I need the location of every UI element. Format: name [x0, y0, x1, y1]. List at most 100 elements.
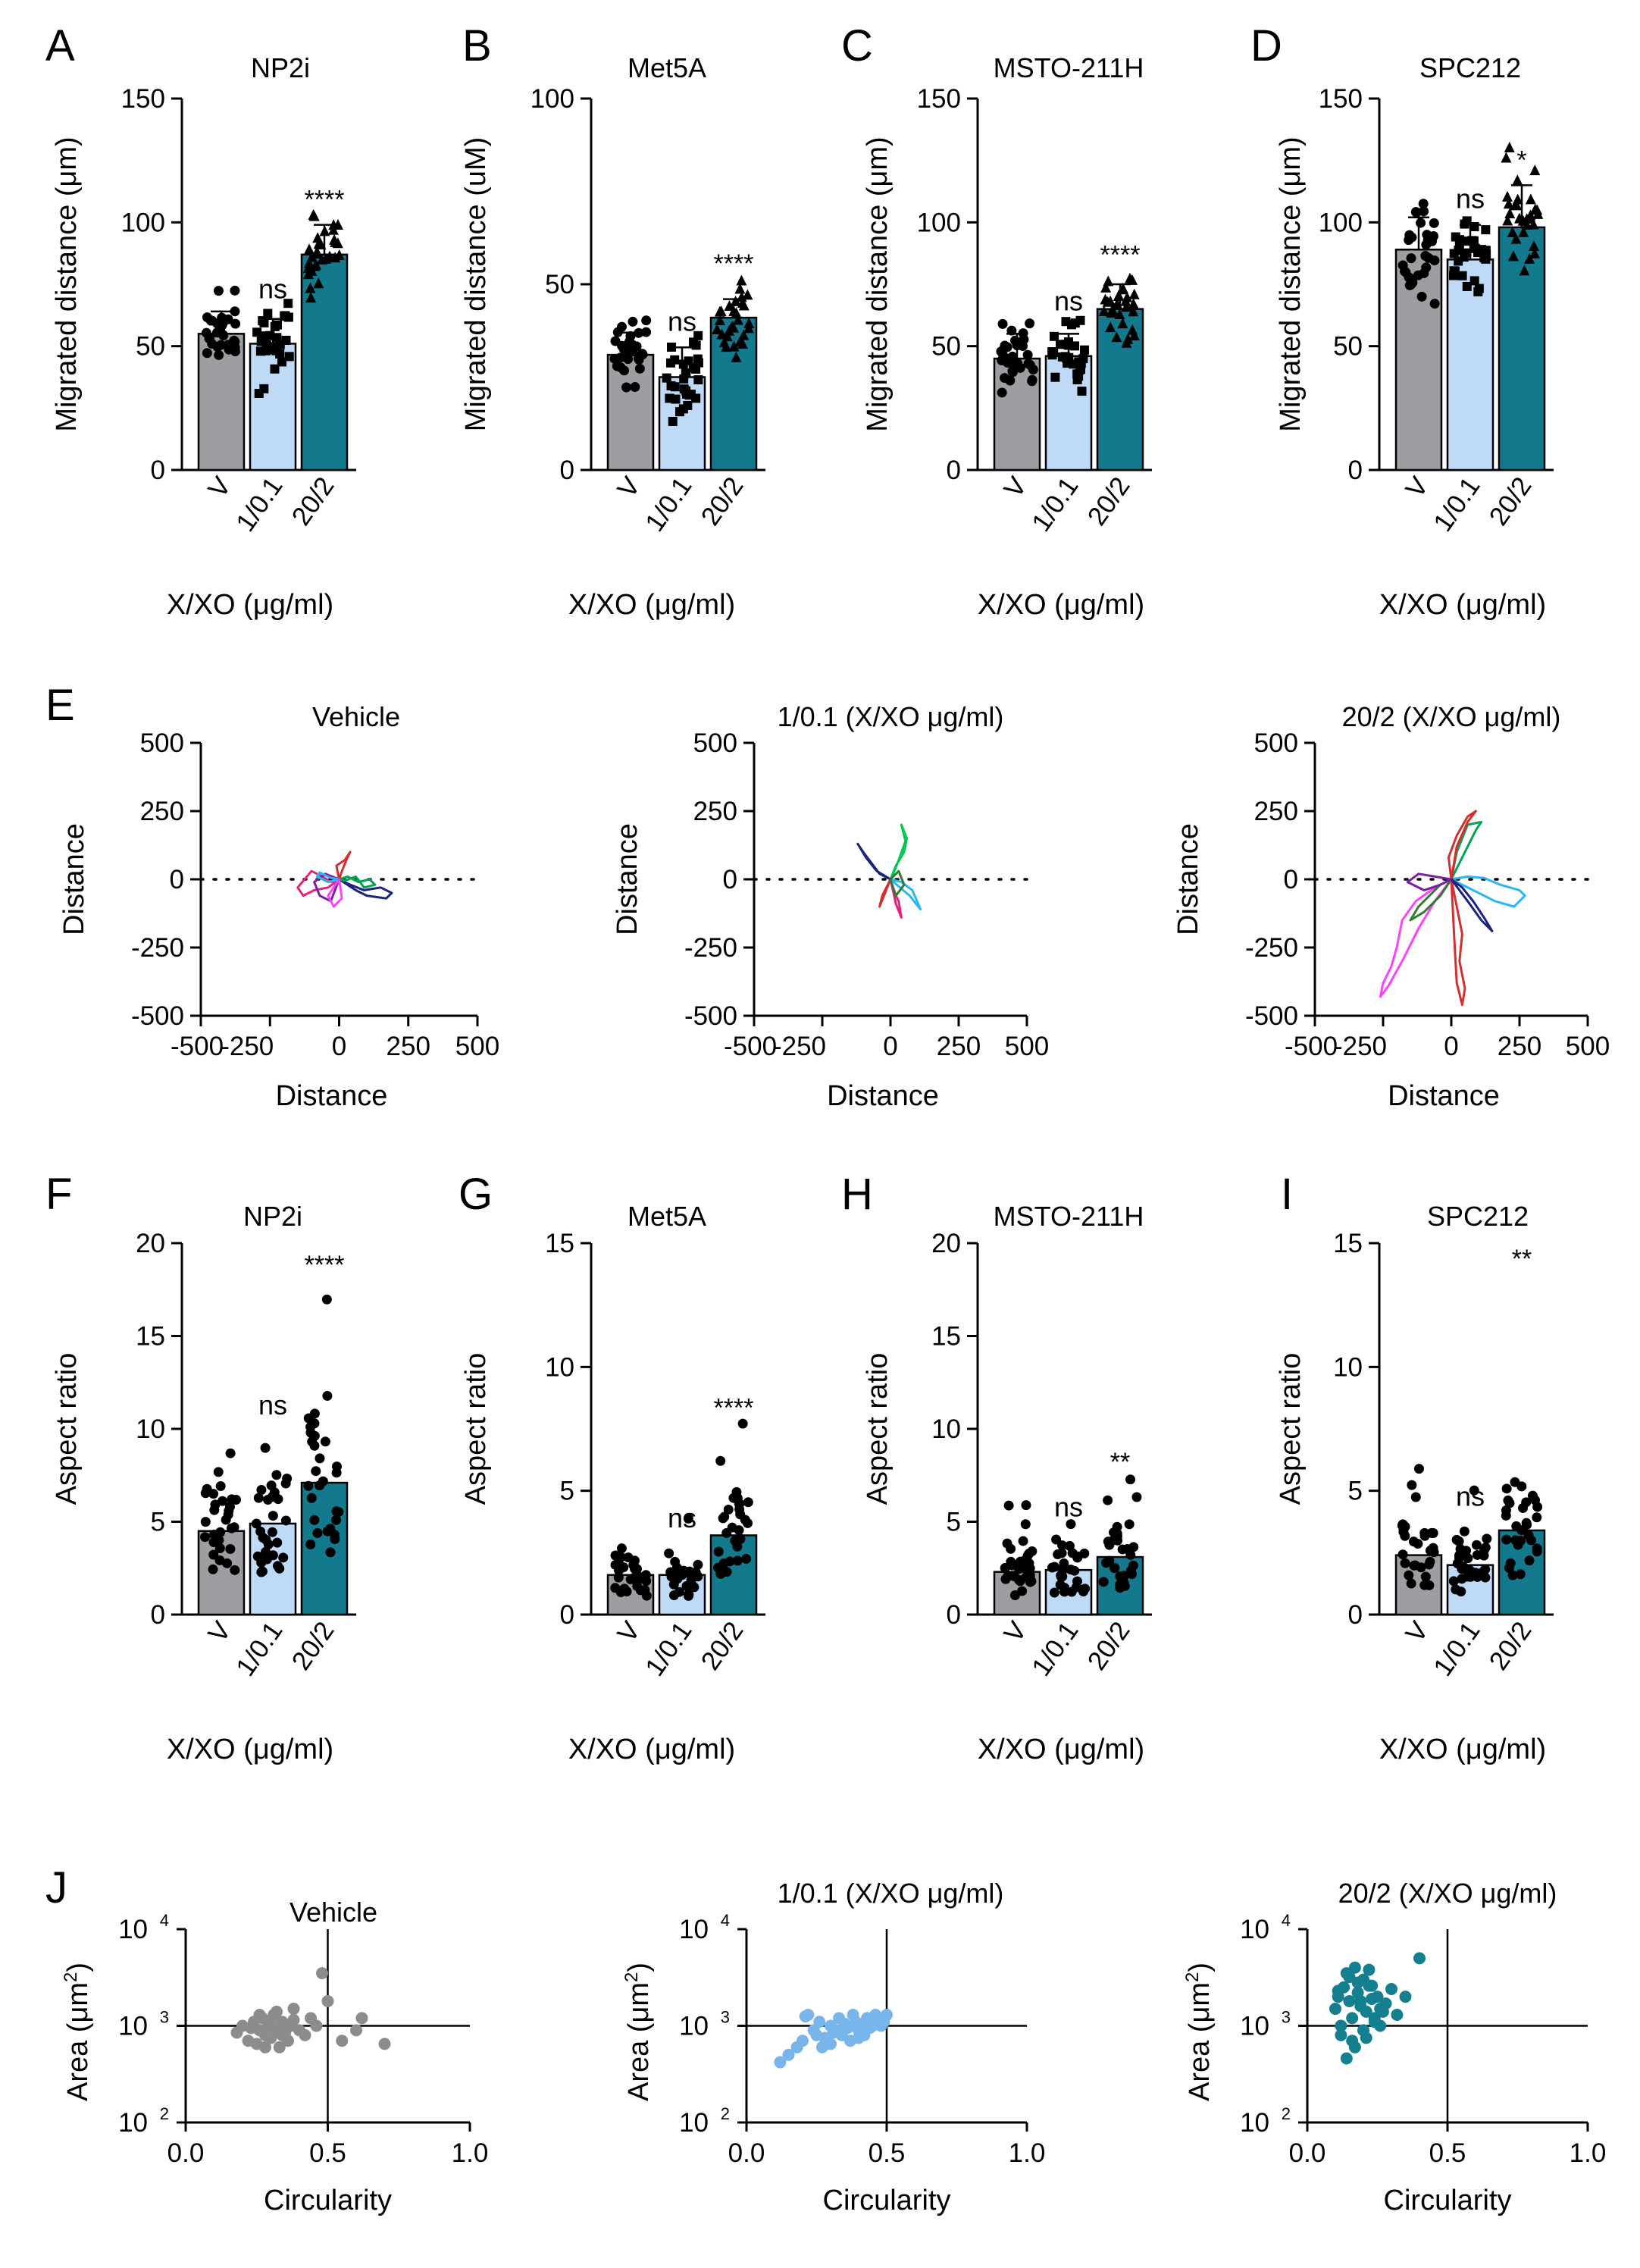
panel-e2: 1/0.1 (X/XO μg/ml)-500-2500250500-500-25…	[612, 701, 1049, 1112]
data-point	[1503, 198, 1514, 209]
data-point	[815, 2041, 828, 2053]
x-tick-label: -500	[1285, 1032, 1338, 1061]
data-point	[1413, 1464, 1424, 1474]
data-point	[1505, 1558, 1516, 1568]
data-point	[329, 233, 340, 245]
data-point	[207, 315, 218, 326]
y-axis-label: Area (μm2)	[1182, 1963, 1216, 2101]
data-point	[252, 1551, 263, 1562]
data-point	[215, 1481, 226, 1492]
data-point	[628, 1560, 639, 1571]
data-point	[310, 258, 321, 270]
category-label: V	[1400, 1616, 1435, 1648]
data-point	[1121, 301, 1132, 312]
data-point	[797, 2035, 809, 2047]
data-point	[268, 1511, 278, 1521]
y-tick-label: 10	[1240, 2012, 1269, 2041]
panel-letter: C	[841, 21, 873, 70]
y-tick-label: 20	[931, 1229, 961, 1258]
data-point	[641, 1590, 652, 1601]
data-point	[1049, 1587, 1059, 1598]
data-point	[275, 340, 285, 349]
panel-c: C MSTO-211H 0 50 100 150 Migrated distance (μm…	[841, 21, 1152, 621]
x-axis-label: X/XO (μg/ml)	[568, 589, 735, 621]
data-point	[1416, 218, 1426, 228]
data-point	[310, 2019, 323, 2032]
x-tick-label: 0.5	[869, 2138, 906, 2168]
data-point	[736, 274, 747, 286]
data-point	[713, 1562, 724, 1573]
data-point	[318, 1476, 328, 1486]
x-tick-label: 500	[1005, 1032, 1049, 1061]
y-tick-label: 50	[136, 332, 165, 362]
data-point	[306, 1493, 317, 1503]
data-point	[715, 305, 727, 317]
significance-label: **	[1512, 1245, 1532, 1273]
data-point	[724, 300, 735, 312]
data-point	[264, 2017, 277, 2030]
data-point	[330, 1533, 340, 1544]
data-point	[1125, 1474, 1136, 1485]
data-point	[1429, 299, 1440, 309]
data-point	[308, 208, 319, 220]
data-point	[1122, 333, 1134, 344]
bar-101	[249, 1522, 297, 1616]
data-point	[260, 1443, 271, 1453]
panel-letter: J	[45, 1863, 67, 1912]
panel-j: J Vehicle 10 2 10 3 10 4 0.0 0.5 1.0 Circularity Are…	[45, 1863, 488, 2216]
data-point	[315, 1453, 325, 1464]
data-point	[1425, 1546, 1435, 1556]
y-tick-label: 0	[1284, 865, 1298, 894]
data-point	[1000, 373, 1010, 384]
data-point	[997, 318, 1008, 329]
y-tick-label: -250	[131, 933, 184, 963]
data-point	[1423, 252, 1434, 263]
cell-track	[889, 869, 906, 897]
data-point	[727, 1522, 737, 1533]
data-point	[1128, 288, 1140, 299]
y-tick-exponent: 3	[721, 2008, 730, 2027]
data-point	[713, 1546, 724, 1557]
y-tick-label: -500	[1245, 1001, 1298, 1031]
data-point	[1501, 152, 1512, 163]
y-tick-label: 10	[1240, 1915, 1269, 1944]
data-point	[1507, 1570, 1518, 1580]
data-point	[1428, 1527, 1438, 1538]
category-label: V	[612, 471, 646, 503]
data-point	[1022, 1571, 1033, 1581]
data-point	[641, 315, 652, 326]
x-axis-label: Circularity	[823, 2185, 951, 2216]
data-point	[740, 1515, 750, 1525]
data-point	[253, 1493, 264, 1503]
data-point	[229, 335, 239, 346]
x-axis-label: X/XO (μg/ml)	[167, 589, 333, 621]
panel-title: SPC212	[1419, 52, 1521, 83]
category-label: 20/2	[1484, 471, 1538, 531]
data-point	[689, 1571, 700, 1582]
data-point	[284, 352, 294, 362]
data-point	[1119, 1571, 1130, 1581]
data-point	[287, 2013, 300, 2026]
data-point	[1454, 1552, 1465, 1563]
x-tick-label: 250	[1498, 1032, 1541, 1061]
category-label: 1/0.1	[230, 471, 289, 537]
data-point	[691, 340, 701, 350]
data-point	[612, 1558, 623, 1569]
data-point	[1524, 1555, 1535, 1566]
data-point	[1343, 1971, 1356, 1984]
data-point	[211, 327, 222, 338]
data-point	[1518, 226, 1529, 237]
data-point	[1448, 1576, 1459, 1587]
data-point	[309, 1418, 320, 1429]
data-point	[278, 1552, 289, 1563]
data-point	[641, 1576, 652, 1587]
x-axis-label: Distance	[1388, 1080, 1500, 1112]
data-point	[261, 340, 271, 349]
y-tick-label: 100	[530, 84, 574, 114]
data-point	[1528, 218, 1539, 230]
x-axis-label: X/XO (μg/ml)	[1379, 589, 1546, 621]
cell-track	[339, 875, 377, 889]
data-point	[350, 2024, 362, 2037]
data-point	[670, 355, 680, 365]
data-point	[272, 1561, 283, 1571]
